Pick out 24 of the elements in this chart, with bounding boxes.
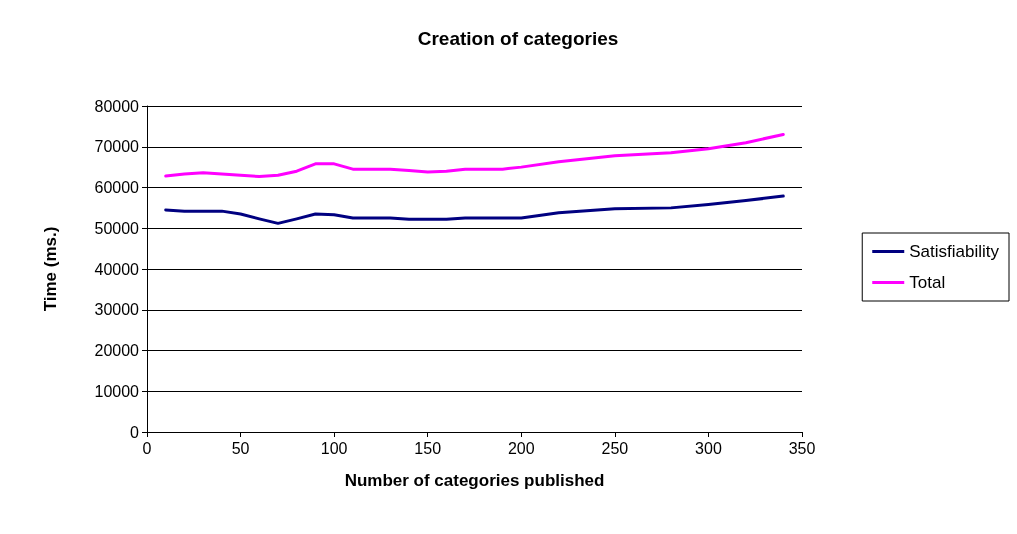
x-tick-label: 50 bbox=[231, 439, 250, 457]
x-tick-label: 0 bbox=[142, 439, 152, 457]
y-tick-label: 70000 bbox=[94, 138, 140, 156]
y-tick-label: 50000 bbox=[94, 219, 140, 237]
y-tick-label: 20000 bbox=[94, 342, 140, 359]
y-axis-title: Time (ms.) bbox=[41, 226, 60, 312]
y-tick-label: 0 bbox=[130, 423, 140, 441]
y-tick-label: 40000 bbox=[94, 260, 140, 278]
x-tick-label: 300 bbox=[695, 439, 722, 457]
x-tick-label: 150 bbox=[414, 439, 442, 457]
line-series bbox=[164, 133, 785, 178]
x-axis-title: Number of categories published bbox=[344, 471, 605, 490]
chart-title: Creation of categories bbox=[417, 28, 619, 49]
legend-label: Satisfiability bbox=[909, 242, 1000, 261]
x-tick-label: 250 bbox=[601, 439, 629, 457]
line-series bbox=[164, 194, 785, 225]
x-tick-label: 200 bbox=[507, 439, 535, 457]
y-tick-label: 30000 bbox=[94, 301, 140, 319]
y-tick-label: 60000 bbox=[94, 179, 140, 196]
x-tick-label: 350 bbox=[788, 439, 816, 457]
x-tick-label: 100 bbox=[320, 439, 348, 457]
legend-label: Total bbox=[909, 273, 946, 292]
y-tick-label: 10000 bbox=[94, 382, 140, 400]
y-tick-label: 80000 bbox=[94, 97, 140, 115]
